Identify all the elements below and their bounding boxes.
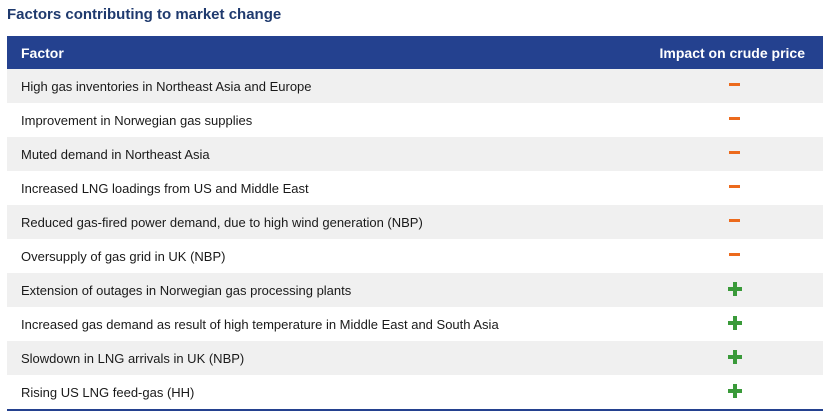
- factor-label: Rising US LNG feed-gas (HH): [21, 385, 195, 400]
- factor-label: High gas inventories in Northeast Asia a…: [21, 79, 312, 94]
- factor-label: Improvement in Norwegian gas supplies: [21, 113, 253, 128]
- table-body: High gas inventories in Northeast Asia a…: [7, 69, 823, 409]
- impact-indicator: [727, 349, 743, 365]
- minus-icon: [729, 219, 740, 222]
- plus-icon: [728, 384, 742, 398]
- table-row: Slowdown in LNG arrivals in UK (NBP): [7, 341, 823, 375]
- page-title: Factors contributing to market change: [7, 6, 282, 23]
- impact-indicator: [727, 111, 743, 127]
- factor-label: Oversupply of gas grid in UK (NBP): [21, 249, 226, 264]
- impact-indicator: [727, 281, 743, 297]
- minus-icon: [729, 253, 740, 256]
- factor-label: Extension of outages in Norwegian gas pr…: [21, 283, 352, 298]
- impact-indicator: [727, 213, 743, 229]
- table-row: Increased gas demand as result of high t…: [7, 307, 823, 341]
- table-row: Extension of outages in Norwegian gas pr…: [7, 273, 823, 307]
- factors-table: Factor Impact on crude price High gas in…: [7, 36, 823, 411]
- table-row: Muted demand in Northeast Asia: [7, 137, 823, 171]
- minus-icon: [729, 151, 740, 154]
- factor-label: Increased gas demand as result of high t…: [21, 317, 499, 332]
- impact-indicator: [727, 179, 743, 195]
- impact-indicator: [727, 383, 743, 399]
- table-row: Rising US LNG feed-gas (HH): [7, 375, 823, 409]
- table-header: Factor Impact on crude price: [7, 36, 823, 69]
- minus-icon: [729, 117, 740, 120]
- minus-icon: [729, 185, 740, 188]
- table-row: Increased LNG loadings from US and Middl…: [7, 171, 823, 205]
- impact-indicator: [727, 77, 743, 93]
- minus-icon: [729, 83, 740, 86]
- factor-label: Slowdown in LNG arrivals in UK (NBP): [21, 351, 245, 366]
- factor-label: Increased LNG loadings from US and Middl…: [21, 181, 309, 196]
- plus-icon: [728, 316, 742, 330]
- factor-label: Reduced gas-fired power demand, due to h…: [21, 215, 423, 230]
- table-row: Oversupply of gas grid in UK (NBP): [7, 239, 823, 273]
- plus-icon: [728, 282, 742, 296]
- table-row: Reduced gas-fired power demand, due to h…: [7, 205, 823, 239]
- factor-label: Muted demand in Northeast Asia: [21, 147, 210, 162]
- impact-indicator: [727, 145, 743, 161]
- plus-icon: [728, 350, 742, 364]
- table-row: Improvement in Norwegian gas supplies: [7, 103, 823, 137]
- table-row: High gas inventories in Northeast Asia a…: [7, 69, 823, 103]
- column-header-factor: Factor: [21, 45, 64, 61]
- column-header-impact: Impact on crude price: [659, 45, 805, 61]
- impact-indicator: [727, 247, 743, 263]
- impact-indicator: [727, 315, 743, 331]
